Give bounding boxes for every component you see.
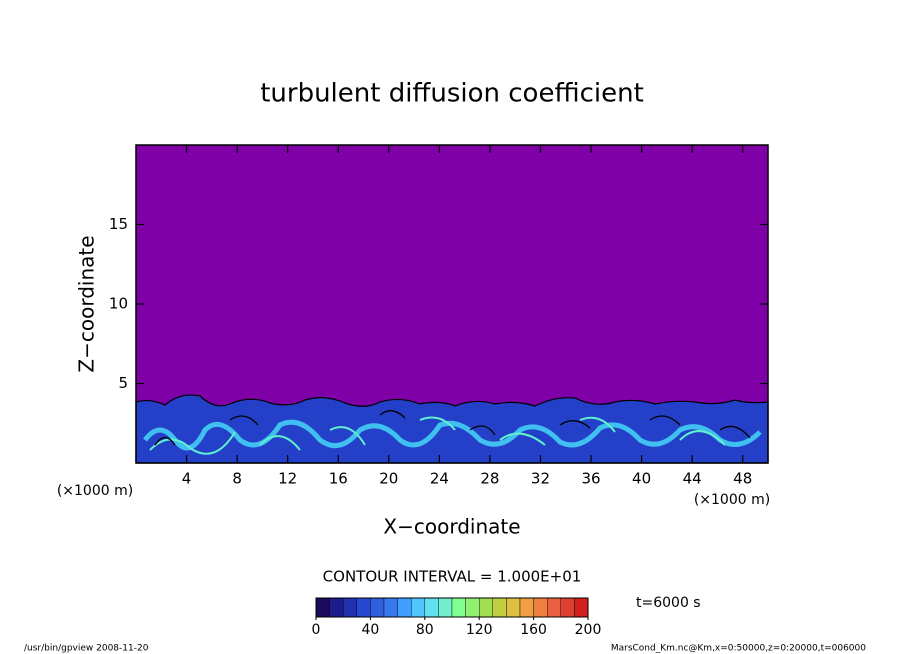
colorbar-cell <box>424 597 439 618</box>
colorbar-cell <box>315 597 330 618</box>
colorbar-cell <box>574 597 589 618</box>
colorbar-tick-label: 80 <box>416 622 434 638</box>
x-tick-label: 32 <box>531 470 550 488</box>
colorbar-cell <box>479 597 494 618</box>
colorbar-tick-label: 0 <box>312 622 321 638</box>
colorbar-tick-label: 200 <box>575 622 602 638</box>
chart-title: turbulent diffusion coefficient <box>260 79 644 109</box>
colorbar-tick-label: 120 <box>466 622 493 638</box>
x-tick-label: 8 <box>232 470 242 488</box>
colorbar-cell <box>506 597 521 618</box>
colorbar-tick-label: 160 <box>520 622 547 638</box>
x-tick-label: 16 <box>329 470 348 488</box>
x-tick-label: 12 <box>278 470 297 488</box>
y-tick-label: 5 <box>118 374 128 392</box>
y-tick-label: 10 <box>109 295 128 313</box>
colorbar-cell <box>519 597 534 618</box>
y-axis-label: Z−coordinate <box>75 235 99 372</box>
footer-right: MarsCond_Km.nc@Km,x=0:50000,z=0:20000,t=… <box>611 644 866 654</box>
colorbar-cell <box>560 597 575 618</box>
x-tick-label: 20 <box>379 470 398 488</box>
colorbar-cell <box>492 597 507 618</box>
turbulent-layer <box>135 394 769 464</box>
colorbar-cell <box>370 597 385 618</box>
colorbar-cell <box>343 597 358 618</box>
x-axis-label: X−coordinate <box>383 515 520 539</box>
x-tick-label: 48 <box>733 470 752 488</box>
colorbar-cell <box>356 597 371 618</box>
colorbar-tick-label: 40 <box>361 622 379 638</box>
colorbar-cell <box>547 597 562 618</box>
colorbar-cell <box>383 597 398 618</box>
colorbar-cell <box>411 597 426 618</box>
x-tick-label: 28 <box>480 470 499 488</box>
colorbar-frame <box>315 597 589 618</box>
footer-left: /usr/bin/gpview 2008-11-20 <box>24 644 149 654</box>
x-unit-label: (×1000 m) <box>694 492 770 508</box>
x-tick-label: 24 <box>430 470 449 488</box>
x-tick-label: 4 <box>182 470 192 488</box>
x-tick-label: 40 <box>632 470 651 488</box>
x-tick-label: 44 <box>683 470 702 488</box>
colorbar-cell <box>438 597 453 618</box>
time-label: t=6000 s <box>636 595 701 611</box>
contour-interval: CONTOUR INTERVAL = 1.000E+01 <box>323 568 582 586</box>
x-unit-label: (×1000 m) <box>57 483 133 499</box>
colorbar-cell <box>451 597 466 618</box>
x-tick-label: 36 <box>581 470 600 488</box>
y-tick-label: 15 <box>109 215 128 233</box>
colorbar-cell <box>533 597 548 618</box>
colorbar-cell <box>465 597 480 618</box>
colorbar-cell <box>397 597 412 618</box>
colorbar-cell <box>329 597 344 618</box>
